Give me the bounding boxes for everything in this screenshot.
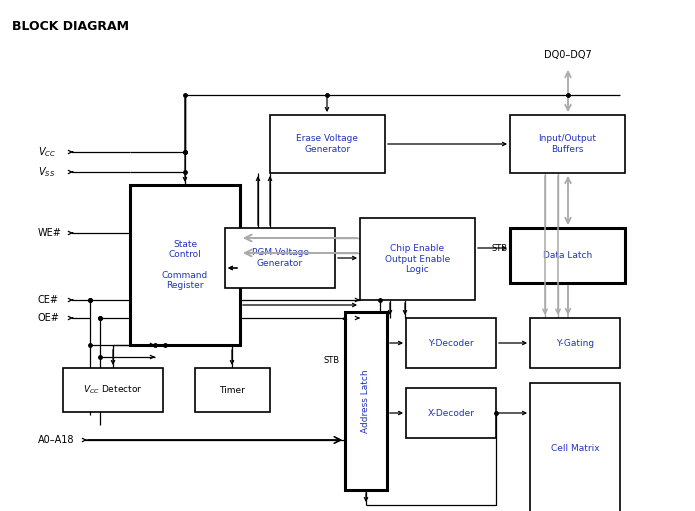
Bar: [195, 368, 270, 412]
Text: $V_{SS}$: $V_{SS}$: [38, 165, 55, 179]
Text: X-Decoder: X-Decoder: [427, 408, 475, 417]
Text: WE#: WE#: [38, 228, 62, 238]
Text: Y-Gating: Y-Gating: [556, 338, 594, 347]
Bar: [406, 388, 496, 438]
Bar: [225, 228, 335, 288]
Text: $V_{CC}$: $V_{CC}$: [38, 145, 56, 159]
Text: OE#: OE#: [38, 313, 60, 323]
Text: State
Control

Command
Register: State Control Command Register: [162, 240, 208, 290]
Text: A0–A18: A0–A18: [38, 435, 74, 445]
Bar: [345, 312, 387, 490]
Text: STB: STB: [492, 244, 508, 252]
Text: Chip Enable
Output Enable
Logic: Chip Enable Output Enable Logic: [385, 244, 450, 274]
Text: Y-Decoder: Y-Decoder: [428, 338, 474, 347]
Text: Data Latch: Data Latch: [543, 251, 592, 260]
Bar: [270, 115, 385, 173]
Bar: [510, 115, 625, 173]
Bar: [406, 318, 496, 368]
Text: Erase Voltage
Generator: Erase Voltage Generator: [297, 134, 359, 154]
Text: Address Latch: Address Latch: [361, 369, 370, 433]
Text: Timer: Timer: [220, 385, 245, 394]
Text: DQ0–DQ7: DQ0–DQ7: [544, 50, 592, 60]
Text: CE#: CE#: [38, 295, 59, 305]
Text: BLOCK DIAGRAM: BLOCK DIAGRAM: [12, 20, 129, 33]
Text: Cell Matrix: Cell Matrix: [550, 444, 599, 453]
Text: PGM Voltage
Generator: PGM Voltage Generator: [252, 248, 309, 268]
Text: $V_{CC}$ Detector: $V_{CC}$ Detector: [83, 384, 142, 396]
Text: STB: STB: [324, 356, 340, 364]
Bar: [510, 228, 625, 283]
Text: Input/Output
Buffers: Input/Output Buffers: [539, 134, 596, 154]
Bar: [360, 218, 475, 300]
Bar: [530, 318, 620, 368]
Bar: [63, 368, 163, 412]
Bar: [530, 383, 620, 511]
Bar: [130, 185, 240, 345]
